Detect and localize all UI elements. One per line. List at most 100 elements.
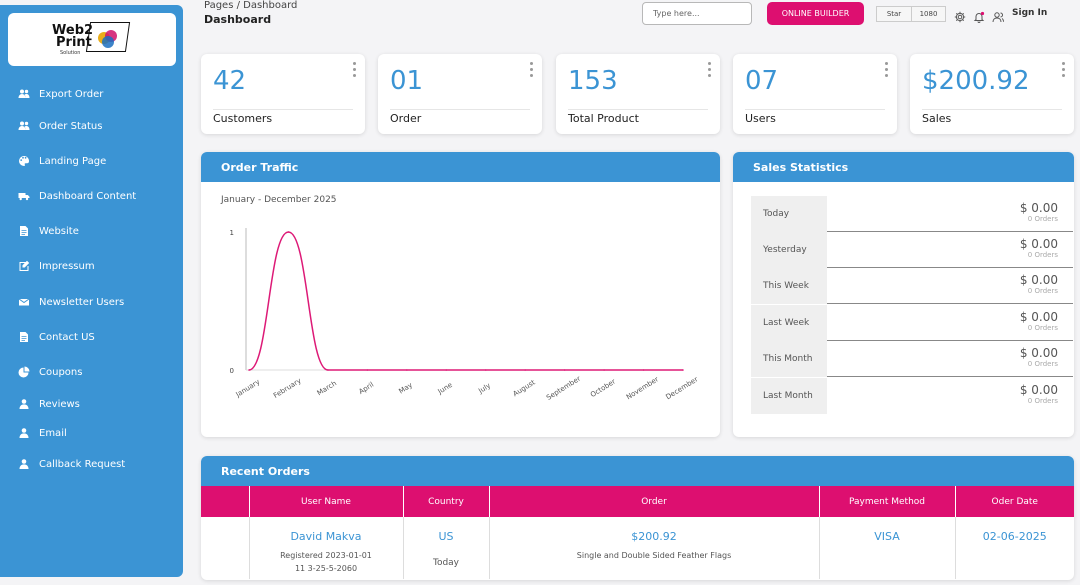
traffic-data-point [484, 369, 487, 371]
stat-card-customers: 42 Customers [201, 54, 365, 134]
column-header[interactable]: Oder Date [955, 486, 1074, 517]
stats-row-last-month: Last Month $ 0.00 0 Orders [751, 378, 1073, 414]
logo[interactable]: Web2 Print Solution [8, 13, 176, 66]
stat-card-total-product: 153 Total Product [556, 54, 720, 134]
sidebar-item-email[interactable]: Email [18, 427, 67, 439]
sales-statistics-panel: Sales Statistics Today $ 0.00 0 Orders Y… [733, 152, 1074, 437]
sidebar-item-coupons[interactable]: Coupons [18, 366, 82, 378]
sidebar-item-reviews[interactable]: Reviews [18, 398, 80, 410]
users-icon [18, 120, 30, 132]
document-icon [18, 331, 30, 343]
breadcrumb[interactable]: Pages / Dashboard [204, 0, 298, 11]
stat-value: 42 [213, 66, 247, 96]
x-tick-label: August [512, 378, 537, 398]
stat-card-sales: $200.92 Sales [910, 54, 1074, 134]
sidebar-item-impressum[interactable]: Impressum [18, 260, 95, 272]
stat-label: Customers [213, 112, 273, 125]
traffic-data-point [327, 369, 329, 371]
logo-tagline: Solution [60, 49, 81, 56]
stats-row-this-month: This Month $ 0.00 0 Orders [751, 341, 1073, 377]
table-row[interactable]: David Makva Registered 2023-01-01 11 3-2… [201, 517, 1074, 579]
user-name[interactable]: David Makva [290, 530, 362, 543]
stats-row-yesterday: Yesterday $ 0.00 0 Orders [751, 232, 1073, 268]
stats-period: Last Week [751, 305, 827, 341]
sidebar-item-export-order[interactable]: Export Order [18, 88, 103, 100]
sidebar-item-label: Landing Page [39, 155, 107, 167]
traffic-data-point [563, 369, 566, 371]
divider [922, 109, 1062, 110]
more-options-icon[interactable] [708, 62, 712, 77]
logo-circle-blue [102, 35, 114, 48]
sidebar-item-label: Dashboard Content [39, 190, 137, 202]
stats-amount: $ 0.00 [1019, 310, 1058, 324]
page-title: Dashboard [204, 13, 272, 26]
user-registered: Registered 2023-01-01 [280, 551, 372, 560]
row-blank-cell [201, 517, 250, 579]
more-options-icon[interactable] [353, 62, 357, 77]
sidebar-item-order-status[interactable]: Order Status [18, 120, 102, 132]
column-header[interactable]: User Name [249, 486, 404, 517]
y-tick-label: 1 [230, 229, 234, 237]
sign-in-link[interactable]: Sign In [1012, 8, 1048, 18]
divider [827, 267, 1073, 268]
stat-label: Users [745, 112, 776, 125]
sidebar-item-landing-page[interactable]: Landing Page [18, 155, 106, 167]
column-header[interactable]: Order [489, 486, 820, 517]
more-options-icon[interactable] [1062, 62, 1066, 77]
paint-icon [18, 155, 30, 167]
truck-icon [18, 190, 30, 202]
sidebar-item-contact-us[interactable]: Contact US [18, 331, 95, 343]
envelope-icon [18, 296, 30, 308]
order-date: 02-06-2025 [982, 530, 1047, 543]
sidebar-item-label: Impressum [39, 260, 95, 272]
traffic-data-point [287, 231, 290, 233]
stats-period: Last Month [751, 378, 827, 414]
x-tick-label: January [234, 378, 262, 399]
star-label: Star [877, 7, 912, 21]
sidebar-item-website[interactable]: Website [18, 225, 79, 237]
table-header-row: User Name Country Order Payment Method O… [201, 486, 1074, 517]
user-account-icon[interactable] [992, 8, 1004, 23]
sidebar-item-dashboard-content[interactable]: Dashboard Content [18, 190, 136, 202]
notification-bell-icon[interactable] [973, 8, 985, 23]
online-builder-button[interactable]: ONLINE BUILDER [767, 2, 864, 25]
user-icon [18, 458, 30, 470]
traffic-data-point [682, 369, 684, 371]
column-header[interactable]: Payment Method [819, 486, 956, 517]
stat-value: 153 [568, 66, 618, 96]
stats-orders: 0 Orders [1027, 397, 1058, 405]
stats-amount: $ 0.00 [1019, 273, 1058, 287]
stats-amount: $ 0.00 [1019, 237, 1058, 251]
stats-period: This Month [751, 341, 827, 377]
x-tick-label: December [664, 375, 699, 401]
date-cell: 02-06-2025 [955, 517, 1074, 579]
sidebar-item-newsletter-users[interactable]: Newsletter Users [18, 296, 124, 308]
divider [745, 109, 885, 110]
order-description: Single and Double Sided Feather Flags [576, 551, 732, 560]
recent-orders-table: User Name Country Order Payment Method O… [201, 486, 1074, 579]
sidebar: Web2 Print Solution Export Order Order S… [0, 5, 183, 577]
stats-period: Yesterday [751, 232, 827, 268]
sidebar-item-callback-request[interactable]: Callback Request [18, 458, 125, 470]
more-options-icon[interactable] [530, 62, 534, 77]
search-input[interactable] [642, 2, 752, 25]
panel-title: Recent Orders [201, 456, 1074, 486]
gear-icon[interactable] [954, 8, 966, 23]
payment-cell: VISA [819, 517, 956, 579]
x-tick-label: February [272, 377, 303, 400]
x-tick-label: November [625, 375, 660, 401]
divider [827, 303, 1073, 304]
pie-icon [18, 366, 30, 378]
user-cell: David Makva Registered 2023-01-01 11 3-2… [249, 517, 404, 579]
country-value: US [438, 530, 454, 543]
more-options-icon[interactable] [885, 62, 889, 77]
column-header[interactable]: Country [403, 486, 490, 517]
sidebar-item-label: Contact US [39, 331, 95, 343]
x-tick-label: June [436, 381, 454, 396]
x-tick-label: July [476, 382, 492, 396]
x-tick-label: May [397, 381, 414, 395]
stats-amount: $ 0.00 [1019, 346, 1058, 360]
github-star-button[interactable]: Star 1080 [876, 6, 946, 22]
stats-orders: 0 Orders [1027, 251, 1058, 259]
divider [827, 231, 1073, 232]
